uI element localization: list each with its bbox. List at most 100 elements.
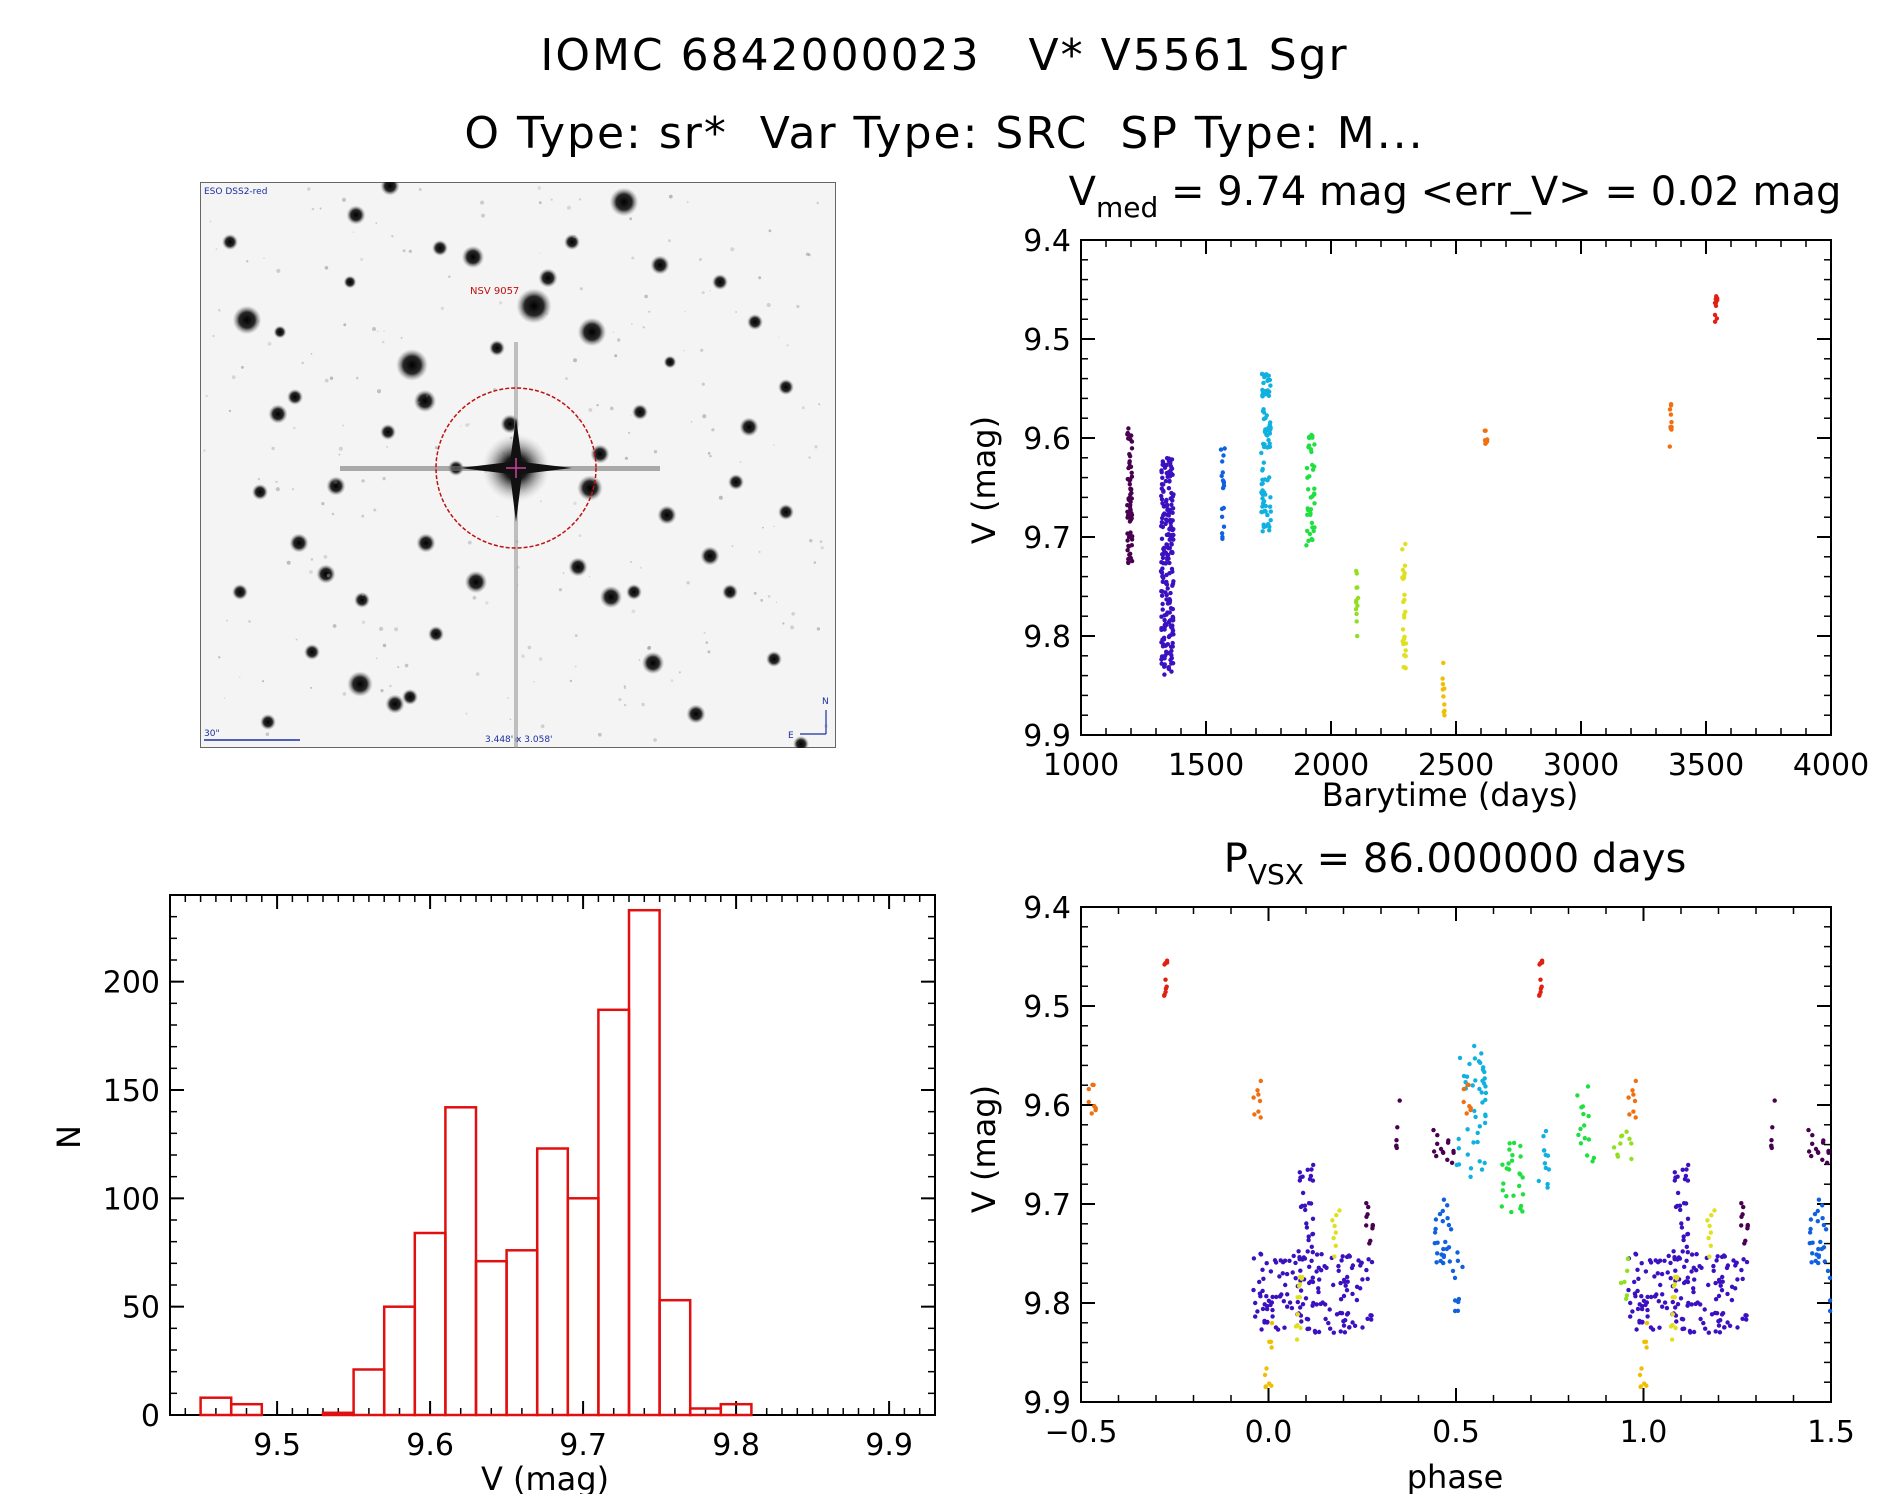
data-point bbox=[1702, 1307, 1707, 1312]
data-point bbox=[1300, 1203, 1305, 1209]
data-point bbox=[1266, 393, 1272, 398]
data-point bbox=[1306, 1201, 1312, 1206]
data-point bbox=[1538, 986, 1544, 991]
data-point bbox=[1268, 509, 1274, 514]
data-point bbox=[1719, 1254, 1725, 1260]
faint-star bbox=[816, 201, 819, 205]
data-point bbox=[1306, 1237, 1311, 1243]
data-point bbox=[1303, 1296, 1309, 1301]
data-point bbox=[1160, 566, 1165, 571]
data-point bbox=[1706, 1282, 1711, 1288]
field-star bbox=[402, 689, 418, 705]
data-point bbox=[1269, 1320, 1275, 1326]
data-point bbox=[1251, 1287, 1256, 1293]
data-point bbox=[1256, 1109, 1261, 1114]
field-star bbox=[609, 187, 639, 217]
data-point bbox=[1165, 545, 1170, 550]
data-point bbox=[1365, 1276, 1370, 1282]
data-point bbox=[1259, 490, 1264, 496]
y-tick-label: 9.4 bbox=[1023, 891, 1071, 926]
faint-star bbox=[215, 248, 218, 250]
data-point bbox=[1308, 512, 1313, 517]
x-tick-label: 9.8 bbox=[712, 1428, 760, 1463]
faint-star bbox=[275, 480, 278, 484]
field-star bbox=[686, 704, 706, 724]
data-point bbox=[1615, 1152, 1620, 1157]
data-point bbox=[1169, 502, 1174, 507]
faint-star bbox=[352, 231, 355, 233]
data-point bbox=[1308, 1173, 1314, 1179]
faint-star bbox=[538, 657, 543, 661]
data-point bbox=[1261, 460, 1267, 465]
data-point bbox=[1310, 467, 1316, 472]
data-point bbox=[1720, 1311, 1726, 1316]
data-point bbox=[1165, 552, 1171, 558]
data-point bbox=[1637, 1302, 1642, 1307]
data-point bbox=[1312, 492, 1317, 497]
field-star bbox=[222, 234, 238, 250]
data-point bbox=[1264, 1306, 1270, 1312]
data-point bbox=[1290, 1270, 1295, 1275]
faint-star bbox=[624, 687, 627, 689]
faint-star bbox=[295, 638, 298, 641]
data-point bbox=[1355, 603, 1360, 608]
faint-star bbox=[573, 501, 577, 505]
data-point bbox=[1581, 1111, 1586, 1117]
faint-star bbox=[397, 666, 400, 669]
data-point bbox=[1291, 1253, 1296, 1259]
data-point bbox=[1689, 1252, 1695, 1257]
data-point bbox=[1733, 1286, 1738, 1291]
data-point bbox=[1714, 1258, 1719, 1263]
data-point bbox=[1345, 1311, 1351, 1316]
data-point bbox=[1163, 478, 1169, 484]
data-point bbox=[1309, 520, 1315, 526]
data-point bbox=[1739, 1214, 1744, 1220]
data-point bbox=[1739, 1201, 1744, 1206]
data-point bbox=[1160, 475, 1165, 480]
data-point bbox=[1807, 1241, 1813, 1246]
data-point bbox=[1673, 1305, 1678, 1310]
data-point bbox=[1689, 1302, 1694, 1307]
field-star bbox=[396, 349, 428, 381]
data-point bbox=[1456, 1162, 1462, 1167]
series-season-6 bbox=[1611, 1129, 1634, 1302]
data-point bbox=[1345, 1274, 1350, 1280]
data-point bbox=[1821, 1222, 1827, 1228]
data-point bbox=[1681, 1280, 1687, 1286]
data-point bbox=[1473, 1078, 1478, 1083]
data-point bbox=[1681, 1237, 1686, 1243]
data-point bbox=[1169, 661, 1174, 666]
data-point bbox=[1479, 1090, 1484, 1095]
data-point bbox=[1280, 1271, 1286, 1276]
faint-star bbox=[373, 508, 377, 512]
data-point bbox=[1669, 1337, 1675, 1342]
data-point bbox=[1306, 443, 1312, 448]
data-point bbox=[1168, 460, 1173, 466]
data-point bbox=[1128, 433, 1133, 438]
data-point bbox=[1455, 1250, 1460, 1255]
data-point bbox=[1678, 1296, 1684, 1301]
data-point bbox=[1543, 1128, 1549, 1134]
data-point bbox=[1163, 561, 1168, 566]
data-point bbox=[1282, 1325, 1287, 1330]
data-point bbox=[1807, 1230, 1813, 1235]
data-point bbox=[1170, 498, 1175, 503]
lightcurve-plot-area: 1000 1500 2000 2500 3000 3500 4000 9.4 9.5 9.6 9.7… bbox=[1023, 224, 1869, 783]
data-point bbox=[1461, 1086, 1467, 1092]
data-point bbox=[1221, 524, 1227, 529]
data-point bbox=[1712, 319, 1718, 324]
series-season-8 bbox=[1262, 1320, 1650, 1390]
field-star bbox=[793, 736, 809, 748]
data-point bbox=[1311, 528, 1316, 534]
faint-star bbox=[638, 659, 641, 661]
data-point bbox=[1703, 1326, 1708, 1331]
data-point bbox=[1734, 1260, 1739, 1266]
data-point bbox=[1678, 1207, 1683, 1213]
data-point bbox=[1468, 1166, 1474, 1171]
data-point bbox=[1735, 1325, 1740, 1330]
data-point bbox=[1340, 1254, 1345, 1259]
faint-star bbox=[209, 220, 212, 223]
data-point bbox=[1168, 520, 1173, 526]
y-tick-label: 9.7 bbox=[1023, 1188, 1071, 1223]
data-point bbox=[1435, 1133, 1440, 1138]
